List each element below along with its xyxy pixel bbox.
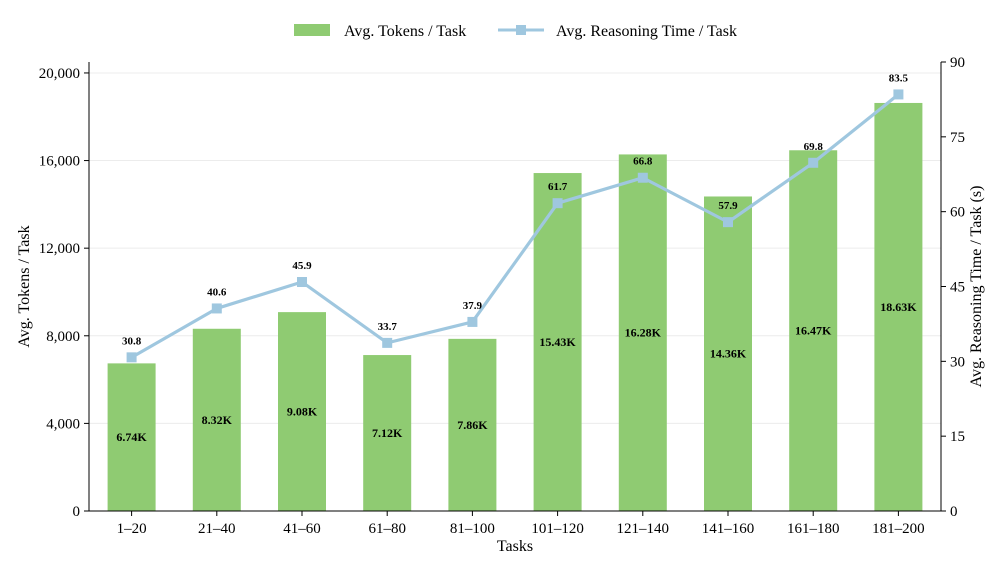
time-point-marker [893, 89, 904, 100]
y-tick-label: 0 [73, 504, 81, 520]
bar-value-label: 16.28K [625, 326, 662, 340]
bar [107, 363, 156, 511]
bar-value-label: 8.32K [202, 413, 233, 427]
y2-tick-label: 45 [950, 280, 965, 296]
bar [704, 196, 752, 512]
x-tick-label: 61–80 [368, 521, 406, 537]
bar-value-label: 14.36K [710, 347, 747, 361]
time-series-line [130, 93, 900, 359]
time-point-marker [637, 172, 648, 183]
bar-value-label: 16.47K [795, 324, 832, 338]
x-tick-label: 81–100 [450, 521, 495, 537]
bar [278, 312, 326, 511]
bar-value-labels: 6.74K 8.32K 9.08K 7.12K 7.86K 15.43K 16.28K 14.… [116, 300, 917, 444]
line-value-labels: 30.8 40.6 45.9 33.7 37.9 61.7 66.8 57.9 69.8 83.5 [122, 72, 909, 347]
y2-tick-label: 90 [950, 55, 965, 71]
bar [363, 355, 412, 511]
bar [789, 150, 838, 511]
y-tick-label: 8,000 [46, 329, 80, 345]
bar-value-label: 9.08K [287, 405, 318, 419]
bar [448, 338, 497, 511]
y-axis-title: Avg. Tokens / Task [16, 225, 33, 347]
bar-value-label: 15.43K [539, 335, 576, 349]
time-value-label: 57.9 [718, 200, 738, 212]
time-value-label: 66.8 [633, 156, 653, 168]
time-point-marker [467, 316, 478, 327]
time-point-marker [297, 277, 307, 288]
bar-value-label: 7.12K [372, 426, 403, 440]
time-value-label: 45.9 [292, 260, 312, 272]
bar [874, 102, 923, 512]
y2-tick-label: 0 [950, 504, 958, 520]
legend-line-marker [516, 25, 526, 35]
x-tick-label: 21–40 [198, 521, 236, 537]
legend-bar-label: Avg. Tokens / Task [344, 23, 466, 40]
y2-tick-label: 15 [950, 429, 965, 445]
line-series [126, 89, 904, 363]
y-tick-label: 20,000 [39, 66, 80, 82]
time-point-marker [723, 217, 733, 228]
axis-ticks: 0 4,000 8,000 12,000 16,000 20,000 0 15 30 45 60 75… [39, 55, 965, 537]
legend-line-label: Avg. Reasoning Time / Task [556, 23, 737, 40]
bar-value-label: 7.86K [457, 418, 488, 432]
time-value-label: 33.7 [378, 321, 398, 333]
bar [618, 154, 667, 512]
time-point-marker [382, 337, 393, 348]
time-point-marker [211, 303, 222, 314]
y-tick-label: 4,000 [46, 416, 80, 432]
bar-value-label: 6.74K [116, 430, 147, 444]
legend-bar-swatch [294, 24, 330, 36]
time-point-marker [126, 352, 137, 363]
y2-tick-label: 60 [950, 205, 965, 221]
bar-series [107, 102, 923, 512]
y-tick-label: 16,000 [39, 154, 80, 170]
time-value-label: 83.5 [889, 72, 909, 84]
bar [192, 328, 241, 511]
time-value-label: 69.8 [804, 141, 824, 153]
time-value-label: 61.7 [548, 181, 568, 193]
y-tick-label: 12,000 [39, 241, 80, 257]
x-axis-title: Tasks [497, 538, 533, 555]
y2-axis-title: Avg. Reasoning Time / Task (s) [968, 186, 985, 388]
legend: Avg. Tokens / Task Avg. Reasoning Time /… [294, 23, 737, 40]
x-tick-label: 181–200 [872, 521, 925, 537]
x-tick-label: 121–140 [617, 521, 670, 537]
time-value-label: 37.9 [463, 300, 483, 312]
y2-tick-label: 30 [950, 354, 965, 370]
time-point-marker [808, 157, 819, 168]
x-tick-label: 1–20 [117, 521, 147, 537]
x-tick-label: 41–60 [283, 521, 321, 537]
time-point-marker [552, 198, 563, 209]
x-tick-label: 141–160 [702, 521, 755, 537]
time-value-label: 40.6 [207, 286, 227, 298]
y2-tick-label: 75 [950, 130, 965, 146]
x-tick-label: 101–120 [531, 521, 584, 537]
time-value-label: 30.8 [122, 335, 142, 347]
bar-value-label: 18.63K [880, 300, 917, 314]
x-tick-label: 161–180 [787, 521, 840, 537]
bar [533, 173, 582, 512]
